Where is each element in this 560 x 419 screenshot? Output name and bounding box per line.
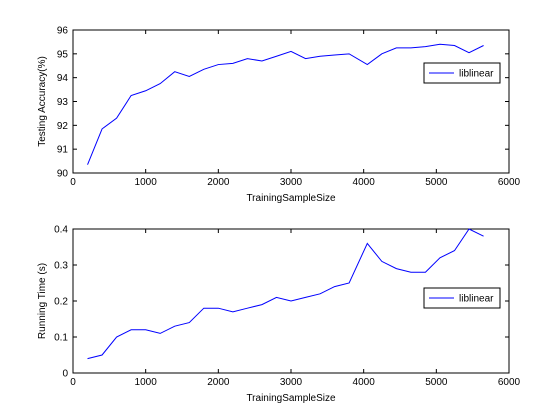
x-axis-label: TrainingSampleSize bbox=[246, 393, 336, 404]
y-tick-label: 0.1 bbox=[54, 333, 68, 344]
y-tick-label: 93 bbox=[57, 97, 69, 108]
x-tick-label: 5000 bbox=[425, 377, 448, 388]
y-tick-label: 91 bbox=[57, 145, 69, 156]
legend-box bbox=[423, 287, 501, 309]
y-tick-label: 95 bbox=[57, 49, 69, 60]
x-tick-label: 6000 bbox=[498, 177, 521, 188]
legend-entry: liblinear bbox=[459, 69, 494, 80]
y-tick-label: 0 bbox=[62, 369, 68, 380]
x-tick-label: 2000 bbox=[207, 177, 230, 188]
running-time-chart: 0 1000 2000 3000 4000 5000 6000 0 0.1 0.2 0.3 0.4 Tr… bbox=[37, 225, 521, 405]
legend: liblinear bbox=[423, 62, 501, 84]
y-tick-label: 0.3 bbox=[54, 261, 68, 272]
series-line-liblinear bbox=[87, 228, 484, 360]
legend-box bbox=[423, 62, 501, 84]
accuracy-chart: 0 1000 2000 3000 4000 5000 6000 90 91 92 93 94 95 96 T… bbox=[37, 26, 521, 205]
y-axis-label: Testing Accuracy(%) bbox=[37, 56, 48, 147]
x-tick-label: 6000 bbox=[498, 377, 521, 388]
x-tick-label: 5000 bbox=[425, 177, 448, 188]
x-tick-label: 0 bbox=[70, 377, 76, 388]
x-tick-label: 4000 bbox=[353, 377, 376, 388]
x-tick-label: 4000 bbox=[353, 177, 376, 188]
y-tick-label: 94 bbox=[57, 73, 69, 84]
x-axis-label: TrainingSampleSize bbox=[246, 193, 336, 204]
legend-entry: liblinear bbox=[459, 294, 494, 305]
legend: liblinear bbox=[423, 287, 501, 309]
y-tick-label: 92 bbox=[57, 121, 69, 132]
x-tick-label: 3000 bbox=[280, 377, 303, 388]
y-tick-label: 0.4 bbox=[54, 225, 68, 236]
x-tick-label: 2000 bbox=[207, 377, 230, 388]
plot-frame bbox=[72, 29, 510, 174]
y-tick-label: 90 bbox=[57, 169, 69, 180]
x-tick-label: 3000 bbox=[280, 177, 303, 188]
x-tick-label: 0 bbox=[70, 177, 76, 188]
series-line-liblinear bbox=[87, 43, 484, 165]
y-axis-label: Running Time (s) bbox=[37, 263, 48, 339]
y-tick-label: 96 bbox=[57, 26, 69, 37]
x-tick-label: 1000 bbox=[135, 177, 158, 188]
x-tick-label: 1000 bbox=[135, 377, 158, 388]
y-tick-label: 0.2 bbox=[54, 297, 68, 308]
